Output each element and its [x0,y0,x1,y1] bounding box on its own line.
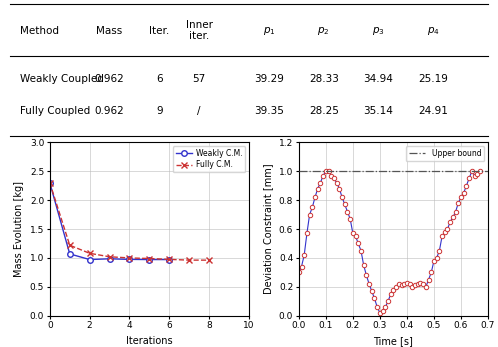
Text: 28.25: 28.25 [309,106,339,116]
Text: 57: 57 [193,74,206,84]
Text: 28.33: 28.33 [309,74,339,84]
Text: 24.91: 24.91 [418,106,448,116]
Text: 6: 6 [156,74,163,84]
Text: $p_1$: $p_1$ [262,25,275,36]
Text: 35.14: 35.14 [364,106,393,116]
Text: 25.19: 25.19 [418,74,448,84]
X-axis label: Iterations: Iterations [126,336,173,346]
Y-axis label: Deviation Constraint [mm]: Deviation Constraint [mm] [263,164,273,294]
Text: $p_4$: $p_4$ [427,25,440,36]
Text: Method: Method [20,26,59,35]
Text: Iter.: Iter. [149,26,169,35]
Text: $p_2$: $p_2$ [317,25,330,36]
Text: 34.94: 34.94 [364,74,393,84]
Text: Inner
iter.: Inner iter. [186,20,213,41]
Text: Mass: Mass [97,26,123,35]
Legend: Upper bound: Upper bound [405,146,484,161]
Text: 9: 9 [156,106,163,116]
Text: 0.962: 0.962 [95,106,124,116]
Text: 39.29: 39.29 [254,74,284,84]
Text: /: / [197,106,201,116]
Text: 0.962: 0.962 [95,74,124,84]
Legend: Weakly C.M., Fully C.M.: Weakly C.M., Fully C.M. [173,146,245,172]
Text: 39.35: 39.35 [254,106,284,116]
Text: Fully Coupled: Fully Coupled [20,106,90,116]
Text: $p_3$: $p_3$ [372,25,385,36]
Y-axis label: Mass Evolution [kg]: Mass Evolution [kg] [14,181,24,277]
X-axis label: Time [s]: Time [s] [374,336,413,346]
Text: Weakly Coupled: Weakly Coupled [20,74,104,84]
